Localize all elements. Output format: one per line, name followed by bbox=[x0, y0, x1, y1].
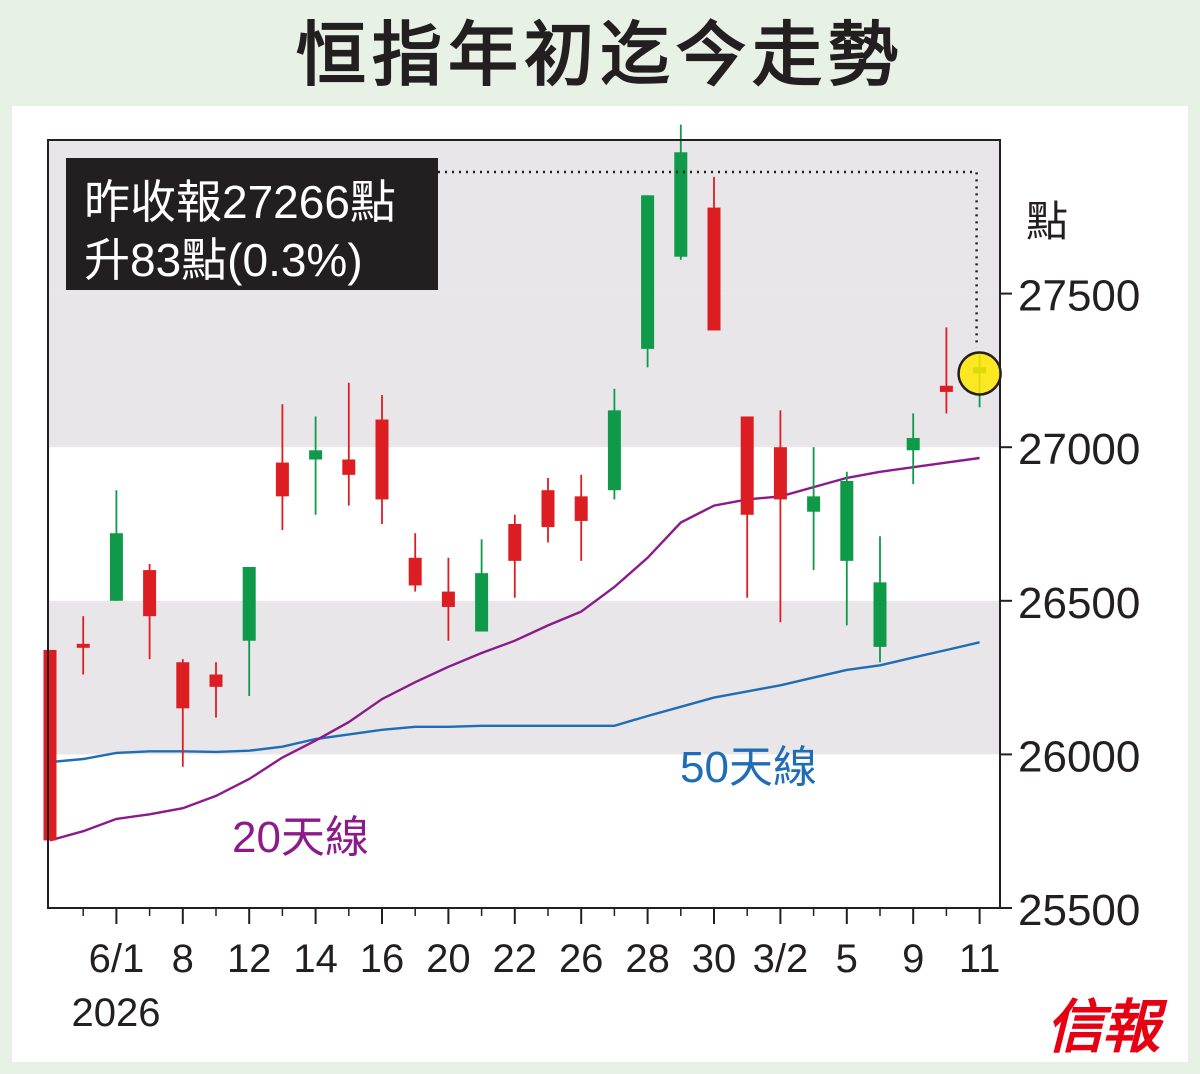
candle-body bbox=[242, 567, 256, 641]
ma20-line bbox=[49, 456, 980, 842]
ma20-label: 20天線 bbox=[232, 813, 369, 862]
candle-body bbox=[773, 447, 787, 500]
x-tick-label: 28 bbox=[625, 937, 670, 981]
plot-border bbox=[47, 139, 1001, 909]
annotation-line1: 昨收報27266點 bbox=[84, 176, 396, 228]
grid-band bbox=[48, 293, 1000, 448]
y-tick-label: 26500 bbox=[1018, 579, 1140, 628]
candle-body bbox=[375, 419, 389, 500]
candle-body bbox=[441, 591, 455, 607]
x-tick-label: 3/2 bbox=[753, 937, 809, 981]
candle-body bbox=[541, 490, 555, 528]
candle-body bbox=[939, 385, 953, 392]
candle-body bbox=[707, 207, 721, 331]
candle-body bbox=[873, 582, 887, 647]
ma50-label: 50天線 bbox=[680, 743, 817, 792]
candle-body bbox=[475, 573, 489, 632]
annotation-line2: 升83點(0.3%) bbox=[84, 234, 363, 286]
x-tick-label: 6/1 bbox=[89, 937, 145, 981]
x-tick-label: 20 bbox=[426, 937, 471, 981]
x-tick-label: 26 bbox=[559, 937, 604, 981]
candle-body bbox=[109, 533, 123, 601]
candle-body bbox=[43, 649, 57, 841]
y-axis-unit: 點 bbox=[1026, 198, 1068, 245]
x-tick-label: 8 bbox=[172, 937, 194, 981]
candle-body bbox=[906, 437, 920, 451]
candle-body bbox=[342, 459, 356, 475]
x-year-label: 2026 bbox=[72, 991, 161, 1035]
x-tick-label: 5 bbox=[836, 937, 858, 981]
y-tick-label: 27000 bbox=[1018, 425, 1140, 474]
grid-band bbox=[48, 600, 1000, 755]
candle-body bbox=[275, 462, 289, 497]
candle-body bbox=[209, 674, 223, 687]
candle-body bbox=[408, 557, 422, 586]
x-tick-label: 16 bbox=[360, 937, 405, 981]
last-close-marker bbox=[957, 351, 1002, 396]
ma50-line bbox=[49, 641, 980, 764]
y-tick-label: 26000 bbox=[1018, 732, 1140, 781]
y-tick-label: 25500 bbox=[1018, 886, 1140, 935]
annotation-box bbox=[66, 158, 438, 290]
chart-title: 恒指年初迄今走勢 bbox=[296, 14, 904, 96]
y-tick-label: 27500 bbox=[1018, 272, 1140, 321]
candle-body bbox=[740, 416, 754, 515]
x-tick-label: 14 bbox=[293, 937, 338, 981]
candle-body bbox=[309, 450, 323, 460]
candle-body bbox=[574, 496, 588, 521]
x-tick-label: 9 bbox=[902, 937, 924, 981]
x-tick-label: 12 bbox=[227, 937, 272, 981]
candle-body bbox=[143, 570, 157, 617]
candle-body bbox=[807, 496, 821, 512]
candle-body bbox=[508, 524, 522, 561]
candle-body bbox=[840, 480, 854, 561]
candle-body bbox=[176, 662, 190, 709]
x-tick-label: 30 bbox=[692, 937, 737, 981]
candle-body bbox=[674, 152, 688, 257]
candle-body bbox=[641, 195, 655, 349]
x-tick-label: 11 bbox=[959, 937, 1001, 981]
candle-body bbox=[76, 643, 90, 648]
x-tick-label: 22 bbox=[493, 937, 538, 981]
publisher-logo: 信報 bbox=[1046, 993, 1160, 1061]
candle-body bbox=[607, 410, 621, 491]
